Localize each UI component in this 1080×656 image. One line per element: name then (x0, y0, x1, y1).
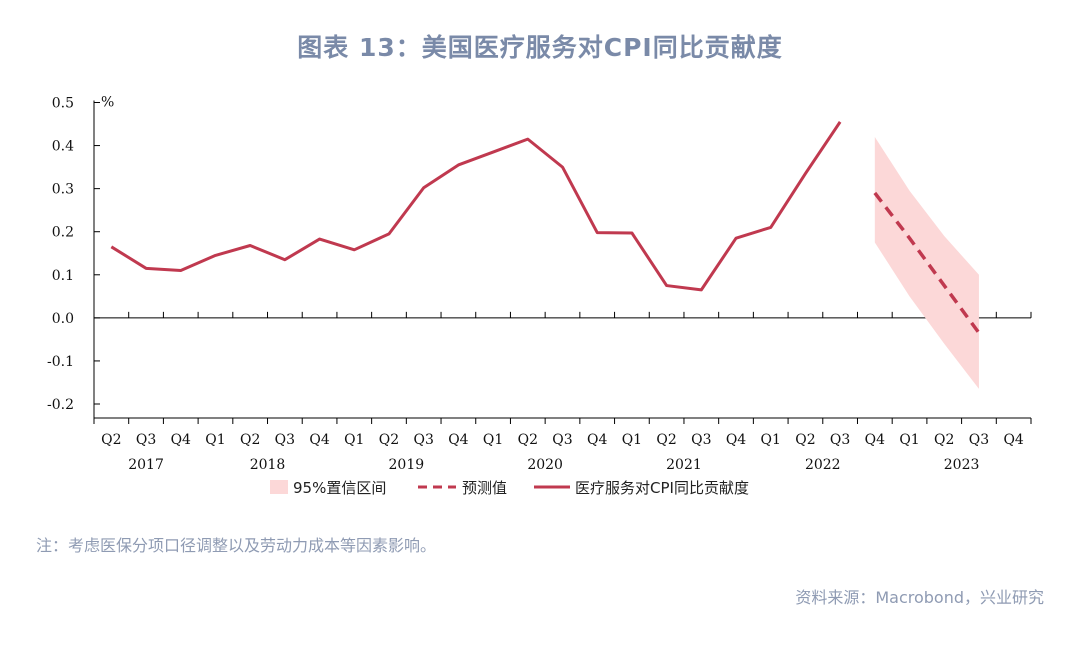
x-quarter-label: Q3 (969, 432, 989, 448)
y-tick-label: 0.2 (52, 225, 74, 241)
x-quarter-label: Q1 (344, 432, 364, 448)
x-year-label: 2020 (527, 457, 563, 473)
x-quarter-label: Q1 (622, 432, 642, 448)
y-tick-label: 0.0 (52, 311, 74, 327)
x-year-label: 2022 (805, 457, 841, 473)
x-quarter-label: Q2 (934, 432, 954, 448)
x-quarter-label: Q4 (171, 432, 191, 448)
confidence-band (874, 136, 979, 389)
x-year-label: 2018 (250, 457, 286, 473)
x-quarter-label: Q2 (518, 432, 538, 448)
x-quarter-label: Q3 (552, 432, 572, 448)
series-line-actual (110, 121, 842, 292)
x-year-label: 2017 (128, 457, 164, 473)
y-tick-label: 0.1 (52, 268, 74, 284)
x-quarter-label: Q1 (483, 432, 503, 448)
cpi-contribution-chart: 0.5 0.4 0.3 0.2 0.1 0.0 -0.1 -0.2% Q2 Q3 Q4 Q1 Q2 Q3 Q… (47, 95, 1032, 497)
y-tick-label: 0.3 (52, 182, 74, 198)
x-quarter-label: Q2 (240, 432, 260, 448)
chart-note: 注：考虑医保分项口径调整以及劳动力成本等因素影响。 (36, 536, 437, 555)
x-year-label: 2023 (944, 457, 980, 473)
x-quarter-label: Q2 (656, 432, 676, 448)
y-tick-label: -0.1 (47, 354, 74, 370)
x-quarter-label: Q3 (691, 432, 711, 448)
x-quarter-label: Q4 (726, 432, 746, 448)
x-quarter-label: Q2 (379, 432, 399, 448)
y-tick-label: -0.2 (47, 397, 74, 413)
source-note: 资料来源：Macrobond，兴业研究 (795, 588, 1044, 607)
x-quarter-label: Q2 (795, 432, 815, 448)
x-quarter-label: Q3 (275, 432, 295, 448)
x-quarter-label: Q1 (205, 432, 225, 448)
page-title: 图表 13：美国医疗服务对CPI同比贡献度 (297, 33, 783, 62)
y-tick-label: 0.5 (52, 96, 74, 112)
x-year-label: 2019 (389, 457, 425, 473)
x-quarter-label: Q4 (448, 432, 468, 448)
x-quarter-label: Q3 (413, 432, 433, 448)
x-quarter-label: Q1 (899, 432, 919, 448)
x-quarter-label: Q4 (309, 432, 329, 448)
series-line-forecast (873, 191, 981, 334)
x-quarter-label: Q4 (865, 432, 885, 448)
y-tick-label: 0.4 (52, 139, 74, 155)
legend-label-band: 95%置信区间 (293, 479, 386, 497)
y-unit-label: % (101, 95, 114, 111)
legend-label-forecast: 预测值 (462, 479, 507, 497)
legend-swatch-band (270, 480, 288, 494)
legend-label-actual: 医疗服务对CPI同比贡献度 (575, 479, 749, 497)
x-quarter-label: Q1 (761, 432, 781, 448)
x-quarter-label: Q4 (587, 432, 607, 448)
x-quarter-label: Q3 (136, 432, 156, 448)
x-quarter-label: Q3 (830, 432, 850, 448)
x-quarter-label: Q4 (1003, 432, 1023, 448)
x-year-label: 2021 (666, 457, 702, 473)
x-quarter-label: Q2 (101, 432, 121, 448)
